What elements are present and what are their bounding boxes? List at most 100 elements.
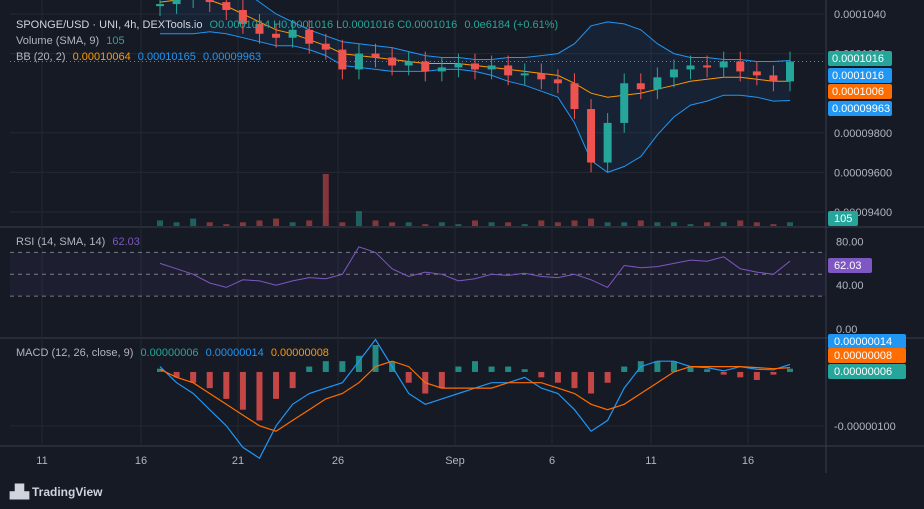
macd-badge-text: 0.00000008 bbox=[834, 350, 892, 362]
volume-bar bbox=[488, 222, 495, 226]
candle-body bbox=[587, 109, 596, 163]
volume-bar bbox=[472, 220, 478, 226]
price-badge bbox=[828, 84, 892, 99]
volume-bar bbox=[720, 222, 727, 226]
volume-value: 105 bbox=[106, 35, 125, 47]
macd-histogram-bar bbox=[753, 371, 760, 381]
candle-body bbox=[553, 79, 562, 84]
price-badge-text: 0.0001016 bbox=[832, 53, 884, 65]
x-tick-label: 11 bbox=[36, 455, 47, 467]
volume-bar bbox=[405, 222, 412, 226]
candle-body bbox=[437, 67, 446, 72]
volume-bar bbox=[273, 218, 280, 226]
candle-body bbox=[388, 57, 397, 66]
ohlc-values: O0.0001014 H0.0001016 L0.0001016 C0.0001… bbox=[209, 19, 458, 31]
macd-histogram-bar bbox=[604, 371, 611, 383]
candle-body bbox=[686, 65, 695, 70]
macd-signal-line bbox=[159, 360, 791, 432]
volume-bar bbox=[554, 222, 561, 226]
candle-body bbox=[504, 65, 513, 76]
x-tick-label: Sep bbox=[445, 455, 465, 467]
macd-tick-label: -0.00000100 bbox=[834, 421, 896, 433]
macd-histogram-bar bbox=[670, 361, 677, 372]
macd-histogram-bar bbox=[339, 361, 346, 372]
volume-bar bbox=[621, 222, 628, 226]
volume-bar bbox=[737, 220, 744, 226]
rsi-tick-label: 40.00 bbox=[836, 280, 864, 292]
volume-bar bbox=[637, 220, 644, 226]
rsi-label[interactable]: RSI (14, SMA, 14) bbox=[16, 236, 106, 248]
volume-bar bbox=[604, 222, 611, 226]
macd-histogram-bar bbox=[405, 371, 412, 383]
macd-badge bbox=[828, 364, 906, 379]
macd-histogram-bar bbox=[720, 371, 727, 375]
volume-bar bbox=[206, 222, 213, 226]
volume-bar bbox=[770, 224, 777, 226]
candle-body bbox=[371, 53, 380, 58]
rsi-badge bbox=[828, 258, 872, 273]
macd-histogram-bar bbox=[472, 361, 478, 372]
price-badge bbox=[828, 68, 892, 83]
x-tick-label: 11 bbox=[645, 455, 656, 467]
volume-bar bbox=[521, 224, 528, 226]
volume-bar bbox=[339, 222, 346, 226]
candle-body bbox=[255, 23, 264, 34]
macd-label[interactable]: MACD (12, 26, close, 9) bbox=[16, 347, 134, 359]
main-legend: SPONGE/USD · UNI, 4h, DEXTools.io O0.000… bbox=[16, 19, 562, 31]
volume-bar bbox=[438, 222, 445, 226]
candle-body bbox=[520, 73, 529, 76]
candle-body bbox=[172, 0, 181, 5]
macd-histogram-bar bbox=[256, 371, 263, 421]
candle-body bbox=[537, 73, 546, 80]
candle-body bbox=[653, 77, 662, 90]
macd-histogram-bar bbox=[621, 366, 628, 372]
candle-body bbox=[752, 71, 761, 76]
volume-bar bbox=[787, 222, 793, 226]
candle-body bbox=[636, 83, 645, 90]
volume-bar bbox=[355, 211, 362, 226]
volume-bar bbox=[654, 222, 661, 226]
macd-histogram-bar bbox=[438, 371, 445, 389]
candle-body bbox=[769, 75, 778, 82]
x-tick-label: 6 bbox=[549, 455, 555, 467]
candle-body bbox=[222, 2, 231, 10]
candle-body bbox=[471, 63, 479, 70]
macd-histogram-bar bbox=[355, 355, 362, 372]
tradingview-logo-icon: ▟▙ bbox=[10, 484, 29, 499]
tradingview-brand[interactable]: ▟▙ TradingView bbox=[10, 484, 102, 500]
macd-histogram-bar bbox=[206, 371, 213, 389]
rsi-line bbox=[159, 246, 791, 289]
candle-body bbox=[603, 122, 612, 163]
candle-body bbox=[421, 61, 430, 72]
candle-body bbox=[620, 83, 629, 123]
macd-badge bbox=[828, 348, 906, 363]
macd-histogram-bar bbox=[521, 369, 528, 372]
volume-badge bbox=[828, 211, 858, 226]
volume-bar bbox=[538, 220, 545, 226]
volume-bar bbox=[588, 218, 595, 226]
rsi-legend: RSI (14, SMA, 14) 62.03 bbox=[16, 236, 144, 248]
macd-signal-value: 0.00000008 bbox=[270, 347, 329, 359]
symbol-label[interactable]: SPONGE/USD · UNI, 4h, DEXTools.io bbox=[16, 19, 203, 31]
candle-body bbox=[703, 65, 712, 68]
candle-body bbox=[238, 10, 247, 24]
candle-body bbox=[570, 83, 579, 110]
candle-body bbox=[205, 0, 214, 3]
macd-histogram-bar bbox=[239, 371, 246, 410]
price-badge-text: 0.0001016 bbox=[832, 70, 884, 82]
candle-body bbox=[786, 61, 794, 82]
volume-label[interactable]: Volume (SMA, 9) bbox=[16, 35, 100, 47]
candle-body bbox=[719, 61, 728, 68]
rsi-tick-label: 80.00 bbox=[836, 236, 864, 248]
macd-histogram-bar bbox=[289, 371, 296, 389]
x-tick-label: 16 bbox=[742, 455, 754, 467]
x-tick-label: 16 bbox=[135, 455, 147, 467]
bb-upper-value: 0.00010165 bbox=[137, 51, 196, 63]
macd-hist-value: 0.00000006 bbox=[140, 347, 199, 359]
volume-bar bbox=[422, 224, 429, 226]
bb-label[interactable]: BB (20, 2) bbox=[16, 51, 66, 63]
rsi-badge-text: 62.03 bbox=[834, 260, 862, 272]
macd-badge bbox=[828, 334, 906, 349]
price-badge-text: 0.0001006 bbox=[832, 86, 884, 98]
